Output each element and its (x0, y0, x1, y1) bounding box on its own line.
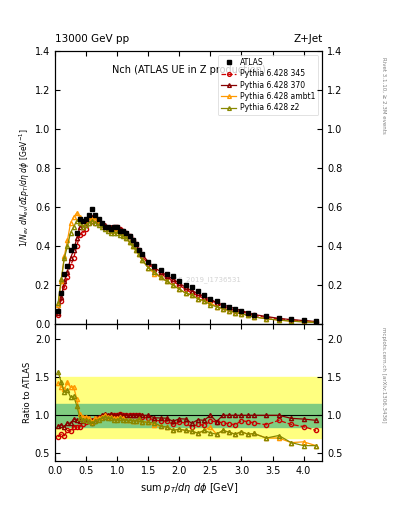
Pythia 6.428 z2 (314, 319, 318, 326)
Pythia 6.428 370 (93, 216, 98, 222)
Pythia 6.428 ambt1 (183, 290, 188, 296)
Pythia 6.428 z2 (74, 218, 79, 224)
Pythia 6.428 z2 (108, 229, 113, 236)
Text: mcplots.cern.ch [arXiv:1306.3436]: mcplots.cern.ch [arXiv:1306.3436] (381, 327, 386, 422)
Pythia 6.428 370 (56, 309, 61, 315)
ATLAS (314, 318, 318, 325)
X-axis label: sum $p_T/d\eta\ d\phi$ [GeV]: sum $p_T/d\eta\ d\phi$ [GeV] (140, 481, 238, 495)
Pythia 6.428 ambt1 (74, 210, 79, 216)
ATLAS (202, 292, 207, 298)
Pythia 6.428 345 (314, 319, 318, 325)
Pythia 6.428 ambt1 (93, 216, 98, 222)
Pythia 6.428 z2 (202, 298, 207, 304)
Y-axis label: $1/N_{ev}\ dN_{ev}/d\Sigma p_T/d\eta\ d\phi\ [\mathrm{GeV}^{-1}]$: $1/N_{ev}\ dN_{ev}/d\Sigma p_T/d\eta\ d\… (18, 129, 32, 247)
Pythia 6.428 370 (202, 294, 207, 300)
ATLAS (90, 206, 95, 212)
Pythia 6.428 345 (56, 311, 61, 317)
Pythia 6.428 345 (301, 318, 306, 324)
Pythia 6.428 345 (90, 218, 95, 224)
Pythia 6.428 z2 (301, 319, 306, 325)
Text: Nch (ATLAS UE in Z production): Nch (ATLAS UE in Z production) (112, 65, 266, 75)
Line: Pythia 6.428 ambt1: Pythia 6.428 ambt1 (56, 211, 318, 325)
Legend: ATLAS, Pythia 6.428 345, Pythia 6.428 370, Pythia 6.428 ambt1, Pythia 6.428 z2: ATLAS, Pythia 6.428 345, Pythia 6.428 37… (218, 55, 318, 115)
Pythia 6.428 345 (183, 286, 188, 292)
Pythia 6.428 z2 (56, 300, 61, 306)
ATLAS (301, 317, 306, 324)
Pythia 6.428 370 (108, 224, 113, 230)
Pythia 6.428 z2 (183, 290, 188, 296)
Pythia 6.428 345 (202, 296, 207, 302)
Bar (55, 404, 322, 426)
Pythia 6.428 z2 (93, 220, 98, 226)
Text: Rivet 3.1.10, ≥ 2.3M events: Rivet 3.1.10, ≥ 2.3M events (381, 57, 386, 134)
Pythia 6.428 370 (183, 284, 188, 290)
Pythia 6.428 345 (105, 226, 110, 232)
Line: ATLAS: ATLAS (56, 207, 318, 324)
Pythia 6.428 370 (90, 214, 95, 220)
Pythia 6.428 345 (93, 220, 98, 226)
Pythia 6.428 ambt1 (314, 319, 318, 326)
Text: Z+Jet: Z+Jet (293, 33, 322, 44)
ATLAS (183, 282, 188, 288)
Pythia 6.428 370 (301, 317, 306, 324)
ATLAS (93, 212, 98, 218)
Bar (55, 377, 322, 438)
Text: ATLAS_2019_I1736531: ATLAS_2019_I1736531 (162, 276, 242, 283)
Pythia 6.428 ambt1 (202, 298, 207, 304)
Pythia 6.428 ambt1 (108, 227, 113, 233)
Pythia 6.428 ambt1 (301, 318, 306, 325)
Pythia 6.428 z2 (105, 227, 110, 233)
Y-axis label: Ratio to ATLAS: Ratio to ATLAS (23, 362, 32, 423)
Pythia 6.428 370 (314, 318, 318, 325)
Pythia 6.428 ambt1 (56, 302, 61, 308)
Line: Pythia 6.428 345: Pythia 6.428 345 (56, 219, 318, 324)
Pythia 6.428 345 (108, 226, 113, 232)
Pythia 6.428 ambt1 (105, 226, 110, 232)
Text: 13000 GeV pp: 13000 GeV pp (55, 33, 129, 44)
ATLAS (105, 224, 110, 230)
Line: Pythia 6.428 z2: Pythia 6.428 z2 (56, 219, 318, 325)
ATLAS (56, 308, 61, 314)
Line: Pythia 6.428 370: Pythia 6.428 370 (56, 215, 318, 324)
Pythia 6.428 370 (105, 224, 110, 230)
ATLAS (108, 226, 113, 232)
